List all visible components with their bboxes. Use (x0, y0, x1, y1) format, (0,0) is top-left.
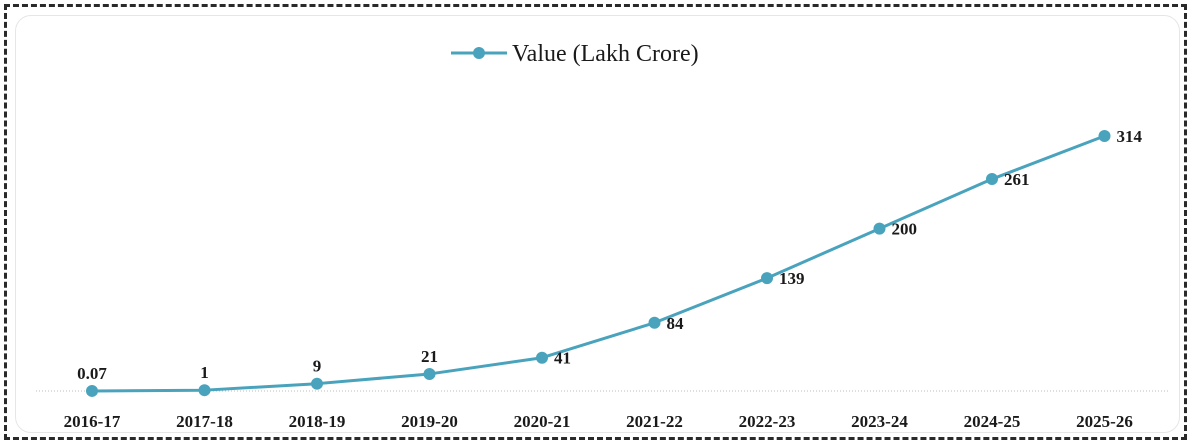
x-tick-label: 2016-17 (64, 412, 121, 431)
data-label: 200 (892, 220, 918, 239)
data-label: 21 (421, 347, 438, 366)
x-tick-label: 2017-18 (176, 412, 233, 431)
chart-frame (4, 4, 1187, 440)
data-point (198, 384, 211, 397)
x-axis-tick-labels: 2016-17 2017-18 2018-19 2019-20 2020-21 2021-… (64, 412, 1133, 431)
data-point (761, 272, 773, 285)
data-labels: 0.07 1 9 21 41 84 139 200 261 314 (77, 127, 1142, 383)
data-point (423, 367, 436, 380)
x-tick-label: 2020-21 (514, 412, 571, 431)
data-label: 1 (200, 363, 209, 382)
legend-dot-marker (473, 47, 485, 59)
data-point (648, 316, 661, 329)
series-line-value (91, 134, 1106, 393)
data-label: 314 (1117, 127, 1143, 146)
x-tick-label: 2018-19 (289, 412, 346, 431)
x-tick-label: 2022-23 (739, 412, 796, 431)
legend-label: Value (Lakh Crore) (512, 41, 699, 67)
x-tick-label: 2024-25 (964, 412, 1021, 431)
data-points (86, 130, 1111, 397)
data-point (1098, 130, 1111, 142)
data-label: 84 (667, 314, 685, 333)
data-point (86, 384, 98, 397)
data-label: 261 (1004, 170, 1030, 189)
data-label: 0.07 (77, 364, 107, 383)
plot-area (15, 15, 1180, 433)
x-tick-label: 2019-20 (401, 412, 458, 431)
data-point (873, 222, 886, 235)
data-point (986, 173, 998, 186)
data-point (311, 377, 323, 390)
legend: Value (Lakh Crore) (451, 41, 699, 67)
x-tick-label: 2021-22 (626, 412, 683, 431)
data-label: 9 (313, 357, 322, 376)
x-tick-label: 2023-24 (851, 412, 908, 431)
data-label: 139 (779, 269, 805, 288)
data-point (536, 351, 548, 364)
x-tick-label: 2025-26 (1076, 412, 1133, 431)
data-label: 41 (554, 349, 571, 368)
